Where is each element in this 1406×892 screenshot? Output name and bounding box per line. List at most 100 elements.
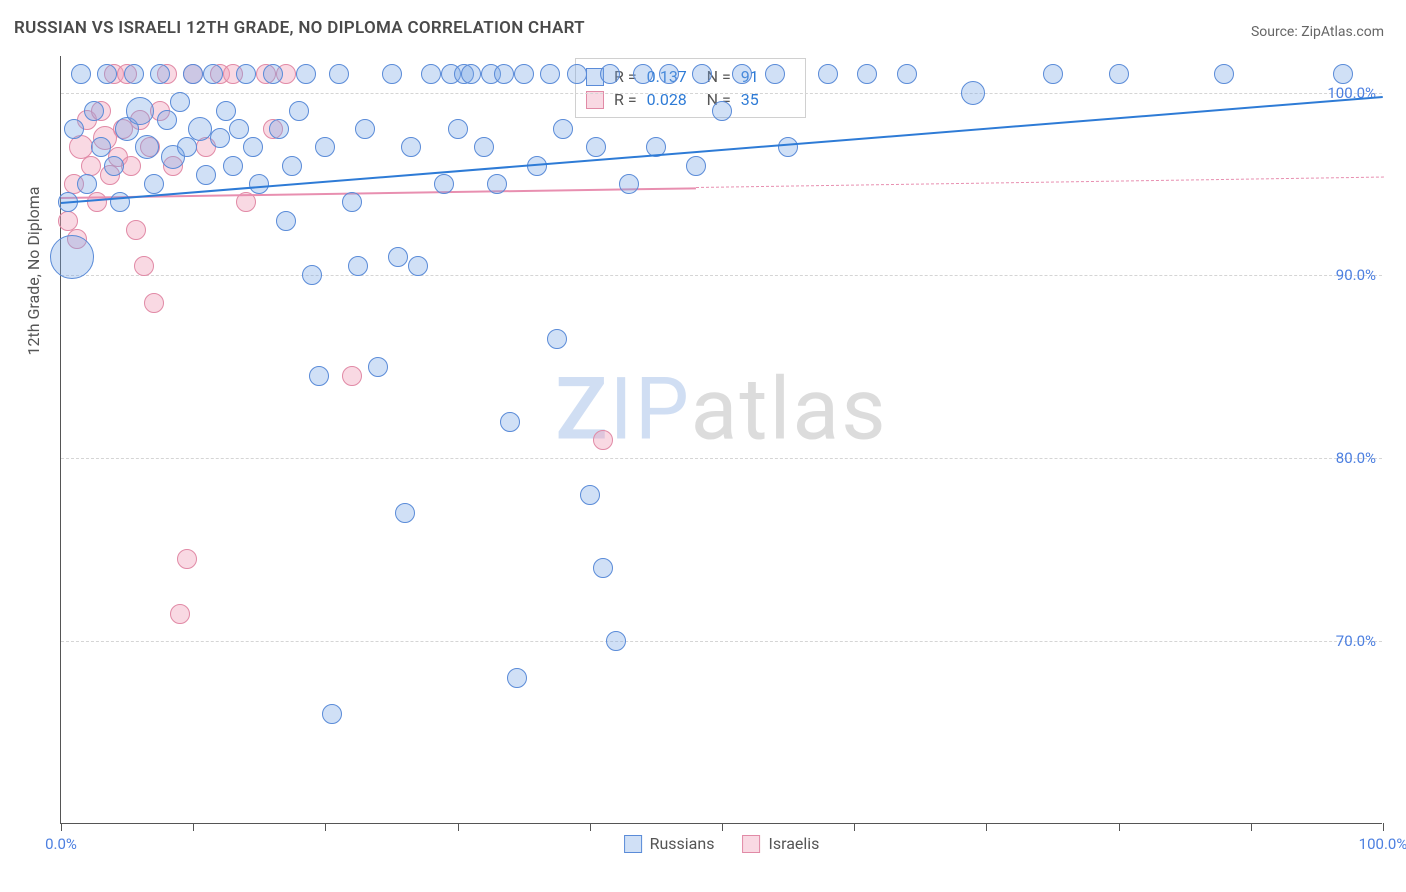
data-point-russians bbox=[514, 64, 534, 84]
y-tick-label: 90.0% bbox=[1336, 266, 1376, 284]
legend-item-russians: Russians bbox=[624, 834, 715, 853]
data-point-israelis bbox=[126, 220, 146, 240]
data-point-russians bbox=[203, 64, 223, 84]
data-point-russians bbox=[322, 704, 342, 724]
data-point-russians bbox=[249, 174, 269, 194]
data-point-russians bbox=[553, 119, 573, 139]
data-point-russians bbox=[778, 137, 798, 157]
data-point-russians bbox=[368, 357, 388, 377]
data-point-israelis bbox=[593, 430, 613, 450]
data-point-russians bbox=[474, 137, 494, 157]
x-tick bbox=[722, 823, 723, 831]
gridline bbox=[61, 641, 1382, 642]
data-point-russians bbox=[289, 101, 309, 121]
data-point-russians bbox=[302, 265, 322, 285]
data-point-israelis bbox=[87, 192, 107, 212]
trendline-israelis bbox=[696, 177, 1383, 188]
data-point-russians bbox=[315, 137, 335, 157]
data-point-israelis bbox=[170, 604, 190, 624]
data-point-israelis bbox=[58, 211, 78, 231]
series-legend: Russians Israelis bbox=[624, 834, 820, 853]
data-point-russians bbox=[593, 558, 613, 578]
data-point-russians bbox=[216, 101, 236, 121]
data-point-russians bbox=[276, 211, 296, 231]
source-attribution: Source: ZipAtlas.com bbox=[1251, 24, 1384, 40]
data-point-russians bbox=[567, 64, 587, 84]
x-tick bbox=[1119, 823, 1120, 831]
x-tick bbox=[458, 823, 459, 831]
y-axis-label: 12th Grade, No Diploma bbox=[24, 187, 43, 356]
swatch-israelis bbox=[742, 835, 760, 853]
data-point-russians bbox=[540, 64, 560, 84]
data-point-russians bbox=[732, 64, 752, 84]
data-point-russians bbox=[686, 156, 706, 176]
data-point-russians bbox=[236, 64, 256, 84]
data-point-russians bbox=[91, 137, 111, 157]
data-point-russians bbox=[1214, 64, 1234, 84]
gridline bbox=[61, 275, 1382, 276]
y-tick-label: 80.0% bbox=[1336, 449, 1376, 467]
data-point-israelis bbox=[134, 256, 154, 276]
data-point-russians bbox=[329, 64, 349, 84]
plot-area: ZIPatlas R = 0.137 N = 91 R = 0.028 N = … bbox=[60, 56, 1382, 824]
data-point-russians bbox=[395, 503, 415, 523]
data-point-russians bbox=[897, 64, 917, 84]
data-point-russians bbox=[243, 137, 263, 157]
data-point-russians bbox=[619, 174, 639, 194]
y-tick-label: 70.0% bbox=[1336, 632, 1376, 650]
data-point-israelis bbox=[177, 549, 197, 569]
x-tick bbox=[590, 823, 591, 831]
data-point-russians bbox=[448, 119, 468, 139]
gridline bbox=[61, 458, 1382, 459]
x-tick-label: 100.0% bbox=[1359, 835, 1406, 853]
data-point-russians bbox=[150, 64, 170, 84]
gridline bbox=[61, 93, 1382, 94]
x-tick-label: 0.0% bbox=[45, 835, 77, 853]
data-point-russians bbox=[188, 117, 212, 141]
data-point-russians bbox=[282, 156, 302, 176]
data-point-russians bbox=[309, 366, 329, 386]
data-point-israelis bbox=[121, 156, 141, 176]
data-point-russians bbox=[64, 119, 84, 139]
data-point-russians bbox=[961, 81, 985, 105]
data-point-russians bbox=[355, 119, 375, 139]
data-point-russians bbox=[1043, 64, 1063, 84]
x-tick bbox=[193, 823, 194, 831]
data-point-russians bbox=[547, 329, 567, 349]
data-point-russians bbox=[196, 165, 216, 185]
x-tick bbox=[61, 823, 62, 831]
data-point-russians bbox=[487, 174, 507, 194]
data-point-russians bbox=[580, 485, 600, 505]
data-point-russians bbox=[434, 174, 454, 194]
data-point-russians bbox=[110, 192, 130, 212]
data-point-russians bbox=[157, 110, 177, 130]
data-point-russians bbox=[382, 64, 402, 84]
data-point-russians bbox=[507, 668, 527, 688]
data-point-israelis bbox=[144, 293, 164, 313]
data-point-russians bbox=[50, 235, 94, 279]
data-point-russians bbox=[342, 192, 362, 212]
data-point-russians bbox=[104, 156, 124, 176]
data-point-russians bbox=[124, 64, 144, 84]
x-tick bbox=[1251, 823, 1252, 831]
data-point-russians bbox=[126, 97, 154, 125]
data-point-russians bbox=[223, 156, 243, 176]
data-point-russians bbox=[818, 64, 838, 84]
data-point-russians bbox=[296, 64, 316, 84]
data-point-russians bbox=[77, 174, 97, 194]
x-tick bbox=[854, 823, 855, 831]
data-point-russians bbox=[84, 101, 104, 121]
x-tick bbox=[1383, 823, 1384, 831]
data-point-russians bbox=[97, 64, 117, 84]
data-point-russians bbox=[421, 64, 441, 84]
data-point-russians bbox=[659, 64, 679, 84]
chart-container: RUSSIAN VS ISRAELI 12TH GRADE, NO DIPLOM… bbox=[0, 0, 1406, 892]
legend-item-israelis: Israelis bbox=[742, 834, 819, 853]
swatch-russians bbox=[624, 835, 642, 853]
x-tick bbox=[986, 823, 987, 831]
data-point-russians bbox=[210, 128, 230, 148]
data-point-russians bbox=[606, 631, 626, 651]
legend-row-israelis: R = 0.028 N = 35 bbox=[586, 88, 791, 111]
data-point-russians bbox=[765, 64, 785, 84]
data-point-russians bbox=[857, 64, 877, 84]
